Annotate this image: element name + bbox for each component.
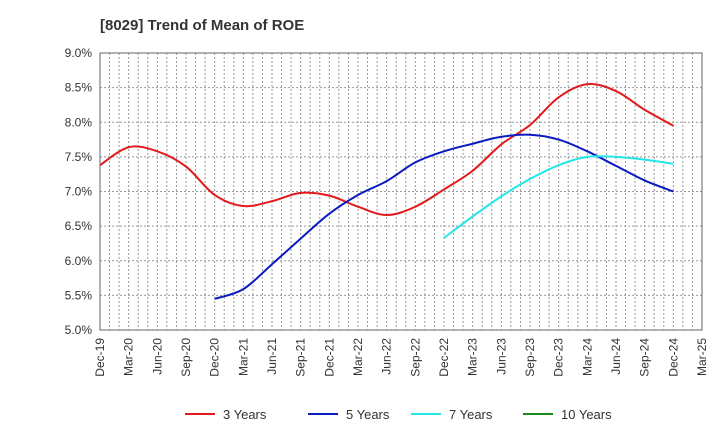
x-axis-tick-labels: Dec-19 Mar-20 Jun-20 Sep-20 Dec-20 Mar-21 Jun-… — [93, 338, 709, 377]
y-tick-label: 5.0% — [65, 323, 93, 337]
x-tick-label: Dec-19 — [93, 338, 107, 377]
x-tick-label: Dec-20 — [208, 338, 222, 377]
x-tick-label: Sep-24 — [638, 338, 652, 377]
x-tick-label: Jun-23 — [494, 338, 508, 375]
x-tick-label: Sep-20 — [179, 338, 193, 377]
x-tick-label: Dec-22 — [437, 338, 451, 377]
x-tick-label: Mar-21 — [236, 338, 250, 376]
y-axis-tick-labels: 5.0% 5.5% 6.0% 6.5% 7.0% 7.5% 8.0% 8.5% 9.0% — [65, 46, 93, 337]
y-tick-label: 7.5% — [65, 150, 93, 164]
plot-border — [99, 52, 703, 331]
x-tick-label: Jun-22 — [380, 338, 394, 375]
x-tick-label: Mar-20 — [122, 338, 136, 376]
x-tick-label: Mar-22 — [351, 338, 365, 376]
x-tick-label: Jun-21 — [265, 338, 279, 375]
x-tick-label: Sep-22 — [408, 338, 422, 377]
x-tick-label: Dec-21 — [322, 338, 336, 377]
series-lines — [99, 82, 674, 300]
x-tick-label: Dec-23 — [552, 338, 566, 377]
y-tick-label: 7.0% — [65, 185, 93, 199]
y-tick-label: 8.5% — [65, 81, 93, 95]
legend-label-7-years: 7 Years — [449, 407, 493, 422]
y-tick-label: 6.5% — [65, 219, 93, 233]
y-tick-label: 6.0% — [65, 254, 93, 268]
x-tick-label: Jun-20 — [150, 338, 164, 375]
series-line-7-years — [443, 155, 674, 239]
x-tick-label: Jun-24 — [609, 338, 623, 375]
x-tick-label: Sep-23 — [523, 338, 537, 377]
chart-title: [8029] Trend of Mean of ROE — [100, 17, 304, 34]
x-tick-label: Mar-24 — [580, 338, 594, 376]
x-tick-label: Sep-21 — [294, 338, 308, 377]
plot-frame — [99, 52, 703, 331]
grid-lines — [99, 52, 703, 331]
y-tick-label: 5.5% — [65, 288, 93, 302]
legend-label-10-years: 10 Years — [561, 407, 612, 422]
x-tick-label: Mar-25 — [695, 338, 709, 376]
legend-label-3-years: 3 Years — [223, 407, 267, 422]
y-tick-label: 9.0% — [65, 46, 93, 60]
legend-label-5-years: 5 Years — [346, 407, 390, 422]
series-line-3-years — [99, 82, 674, 217]
x-tick-label: Dec-24 — [666, 338, 680, 377]
x-tick-label: Mar-23 — [466, 338, 480, 376]
y-tick-label: 8.0% — [65, 115, 93, 129]
legend: 3 Years 5 Years 7 Years 10 Years — [185, 407, 612, 422]
